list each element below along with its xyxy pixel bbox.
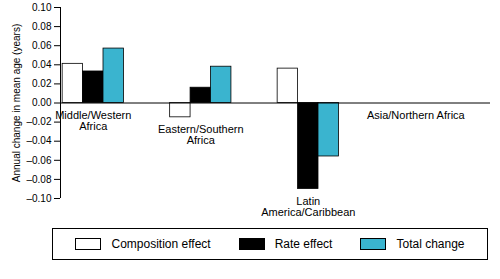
svg-text:Asia/Northern Africa: Asia/Northern Africa bbox=[367, 109, 466, 121]
html-text:Composition effect: Composition effect bbox=[111, 237, 211, 251]
svg-text:–0.06: –0.06 bbox=[26, 155, 51, 166]
svg-text:Middle/WesternAfrica: Middle/WesternAfrica bbox=[55, 109, 131, 132]
html-text:Rate effect: Rate effect bbox=[274, 237, 333, 251]
html-text:Total change: Total change bbox=[396, 237, 465, 251]
svg-text:0.02: 0.02 bbox=[32, 78, 52, 89]
svg-text:Annual change in mean age (yea: Annual change in mean age (years) bbox=[11, 24, 22, 182]
svg-text:0.00: 0.00 bbox=[32, 97, 52, 108]
svg-text:Eastern/SouthernAfrica: Eastern/SouthernAfrica bbox=[158, 123, 244, 146]
svg-text:–0.08: –0.08 bbox=[26, 174, 51, 185]
svg-text:0.08: 0.08 bbox=[32, 21, 52, 32]
svg-text:–0.02: –0.02 bbox=[26, 116, 51, 127]
svg-text:0.04: 0.04 bbox=[32, 59, 52, 70]
svg-text:0.06: 0.06 bbox=[32, 40, 52, 51]
svg-text:0.10: 0.10 bbox=[32, 2, 52, 13]
svg-text:–0.10: –0.10 bbox=[26, 193, 51, 204]
svg-text:LatinAmerica/Caribbean: LatinAmerica/Caribbean bbox=[261, 195, 355, 218]
svg-text:–0.04: –0.04 bbox=[26, 135, 51, 146]
